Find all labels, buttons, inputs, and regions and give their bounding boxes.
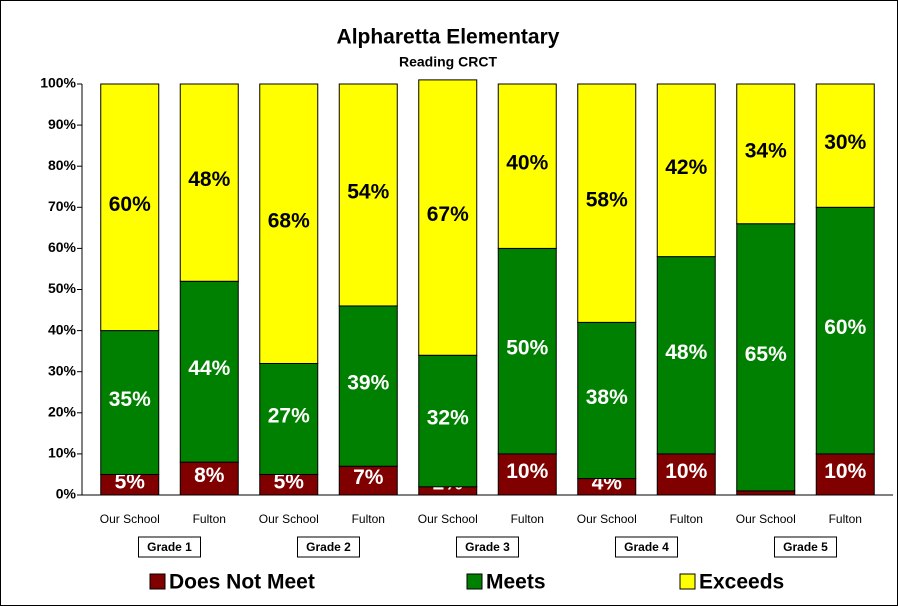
group-box [138,536,201,558]
bar-segment [577,83,637,323]
x-tick-label: Our School [736,512,796,526]
bar-segment [179,83,239,282]
value-label: 30% [824,131,866,154]
y-tick-label: 40% [48,321,77,337]
value-label: 39% [347,372,389,395]
value-label: 38% [586,386,628,409]
x-tick-label: Fulton [670,512,703,526]
y-tick-label: 100% [40,75,76,91]
value-label: 7% [353,466,384,489]
value-label: 8% [194,464,225,487]
value-label: 67% [427,203,469,226]
y-tick-label: 90% [48,116,77,132]
group-label: Grade 5 [783,540,828,554]
legend-label: Does Not Meet [169,571,315,594]
group-box [297,536,360,558]
bar-segment [100,83,160,332]
value-label: 34% [745,139,787,162]
chart-title: Alpharetta Elementary [337,26,560,49]
value-label: 10% [824,460,866,483]
value-label: 65% [745,343,787,366]
bar-segment [259,362,319,475]
group-label: Grade 1 [147,540,192,554]
value-label: 58% [586,189,628,212]
value-label: 5% [274,470,305,493]
bar-segment [656,256,716,455]
value-label: 68% [268,209,310,232]
legend-swatch [466,573,483,590]
bar-segment [815,206,875,455]
x-tick-label: Our School [259,512,319,526]
group-label: Grade 3 [465,540,510,554]
y-tick-label: 0% [56,486,77,502]
legend-swatch [679,573,696,590]
bar-segment [338,83,398,307]
bar-segment [418,354,478,488]
x-tick-label: Fulton [193,512,226,526]
legend-swatch [149,573,166,590]
value-label: 60% [109,193,151,216]
group-box [456,536,519,558]
y-tick-label: 70% [48,198,77,214]
group-box [774,536,837,558]
bar-segment [736,223,796,492]
value-label: 10% [506,460,548,483]
legend-label: Meets [486,571,546,594]
x-tick-label: Our School [100,512,160,526]
y-tick-label: 80% [48,157,77,173]
x-tick-label: Fulton [352,512,385,526]
legend-label: Exceeds [699,571,784,594]
value-label: 54% [347,181,389,204]
bar-segment [656,453,716,496]
x-tick-label: Fulton [829,512,862,526]
value-label: 42% [665,156,707,179]
bar-segment [100,330,160,475]
x-tick-label: Our School [418,512,478,526]
x-tick-label: Our School [577,512,637,526]
group-box [615,536,678,558]
bar-segment [497,247,557,455]
bar-segment [815,453,875,496]
x-tick-label: Fulton [511,512,544,526]
value-label: 40% [506,152,548,175]
y-tick-label: 60% [48,239,77,255]
value-label: 60% [824,316,866,339]
value-label: 32% [427,407,469,430]
bar-segment [656,83,716,258]
y-tick-label: 20% [48,404,77,420]
value-label: 10% [665,460,707,483]
value-label: 5% [115,470,146,493]
group-label: Grade 4 [624,540,669,554]
y-tick-label: 30% [48,362,77,378]
value-label: 48% [665,341,707,364]
group-label: Grade 2 [306,540,351,554]
y-tick-label: 50% [48,280,77,296]
value-label: 44% [188,357,230,380]
value-label: 50% [506,337,548,360]
value-label: 35% [109,388,151,411]
y-tick-label: 10% [48,445,77,461]
value-label: 27% [268,405,310,428]
bar-segment [259,83,319,364]
bar-segment [736,83,796,225]
bar-segment [577,321,637,480]
value-label: 48% [188,168,230,191]
bar-segment [497,83,557,249]
chart-subtitle: Reading CRCT [399,54,497,70]
bar-segment [815,83,875,208]
bar-segment [418,79,478,356]
bar-segment [497,453,557,496]
